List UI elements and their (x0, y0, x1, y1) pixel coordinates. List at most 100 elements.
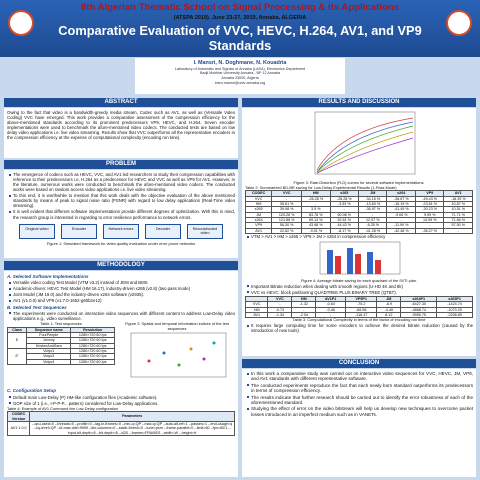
si-ti-plot (130, 332, 227, 378)
header-cell: Resolution (70, 326, 115, 333)
cell: --cpu-used=0 --threads=0 --profile=0 --l… (29, 420, 235, 437)
diagram-box: Encoder (61, 223, 97, 239)
table-row: Johnny 1280×720 60 fps (8, 337, 115, 344)
header-cell: JM (376, 295, 402, 303)
affiliations: Laboratory of Automatic and Signals of A… (135, 67, 345, 86)
subheading: A. Selected Software Implementations (7, 274, 89, 279)
header-cell: CODEC Version (6, 411, 31, 422)
table-row: x265 39.98 % 3.5 % - -36.97 % -41.49 % -30.23 … (244, 206, 473, 213)
curve (316, 131, 414, 174)
cell: 71.66 % (443, 217, 473, 224)
bullet: Versatile video coding Test Model (VTM v… (7, 280, 235, 285)
cell: -8.9 (376, 301, 402, 308)
header-band (0, 0, 480, 57)
point (147, 359, 151, 363)
table-row: E' Vidyo1 1280×720 60 fps (6, 347, 115, 366)
logo (8, 10, 34, 36)
bar (355, 254, 361, 275)
cell: 10.87 % (443, 200, 473, 208)
table-row: HM 35.61 % - -3.53 % -13.63 % -16.19 % -23.61 … (244, 200, 473, 208)
point (177, 363, 181, 367)
bullet-list: Versatile video coding Test Model (VTM v… (7, 280, 235, 303)
cell: 1280×720 60 fps (70, 342, 115, 350)
bullet: Default main Low-Delay (P) HM-like confi… (7, 395, 235, 400)
figure-caption: Figure 3: Rate-Distortion (R-D) curves f… (293, 180, 425, 186)
cell: -2208.89 (436, 312, 473, 319)
header-cell: Parameters (29, 411, 235, 422)
cell: x264 (244, 217, 273, 224)
figure-block: Figure 2: Spatial and temporal informati… (119, 321, 235, 387)
table-row: JM 120.28 % 83.78 % 60.08 % - -9.06 % 9.99 % 71… (244, 211, 473, 219)
cell: 22.82 % (271, 227, 303, 235)
point (162, 351, 166, 355)
table: CODEC VVC HM x265 JM x264 VP9 AV1 VVC - -26.28 % -2… (244, 190, 473, 235)
cell: VVC (244, 195, 273, 203)
table: Class Sequence name Resolution E FourPeople 1… (6, 326, 115, 366)
affiliation-line: imen.mansri@univ-annaba.org (214, 80, 266, 85)
cell: VVC (244, 301, 269, 308)
cell: 71.71 % (443, 211, 473, 219)
table-row: E FourPeople 1280×720 60 fps (6, 331, 115, 350)
cell: FourPeople (26, 331, 72, 339)
cell: Vidyo1 (26, 347, 72, 355)
table-row: KristenAndSara 1280×720 60 fps (8, 342, 115, 350)
author-names: I. Mansri, N. Doghmane, N. Kouadria (193, 60, 287, 66)
cell: -1424.74 (436, 301, 473, 308)
cell: -1070.25 (436, 306, 473, 314)
cell: 1280×720 60 fps (70, 331, 115, 339)
data-table: CODEC Version Parameters AV1 1.0.0 --cpu-us… (6, 411, 235, 437)
diagram: Original video Encoder Network errors Decod… (7, 223, 235, 239)
bullet: VVC vs HEVC: block partitioning QUADTREE… (245, 290, 473, 295)
data-table: CODEC VVC HM x265 JM x264 VP9 AV1 VVC - -26.28 % -2… (244, 190, 473, 235)
cell: 1280×720 60 fps (70, 337, 115, 344)
cell: -36.27 % (414, 227, 445, 235)
affiliation-line: Badji Mokhtar University Annaba - BP 12 … (199, 71, 281, 76)
cell: 10.51 % (443, 206, 473, 213)
bullet: The results indicate that further resear… (245, 395, 473, 406)
bullet: Important Bitrate reduction when dealing… (245, 284, 473, 289)
table-row: VP9 56.30 % 43.98 % 44.43 % -6.35 % -11.90 % -… (244, 222, 473, 229)
table-row: AV1 1.0.0 --cpu-used=0 --threads=0 --prof… (6, 420, 235, 437)
header-cell: VP9 (414, 190, 445, 197)
event-info: (ATSPA 2019). June 23-27, 2019, Annaba, … (173, 15, 307, 21)
cell: -49.43 % (414, 195, 445, 203)
bullet: In this work a comparative study was car… (245, 371, 473, 382)
table-row: AV1 22.82 % -9.01 % -8.17 % -41.28 % -42.48 %… (244, 227, 473, 235)
table-row: HM -0.73- -0.46 -66.98 -4.46 -4868.74 -1070.25 (244, 306, 473, 314)
cell: AV1 1.0.0 (6, 420, 31, 437)
cell: -116.47 (345, 312, 378, 319)
bullet: Joint Model (JM 19.0) and the industry-d… (7, 292, 235, 297)
bullet: AV1 (v1.0.0) and VP9 (v1.7.0-1652-g60b2e… (7, 298, 235, 303)
subheading: C. Configuration Setup (7, 388, 56, 394)
cell: 1280×720 60 fps (70, 347, 115, 355)
bar (327, 250, 333, 275)
section-heading: PROBLEM (4, 160, 238, 169)
cell: -42.48 % (386, 227, 416, 235)
cell: -4.46 (376, 306, 402, 314)
section-heading: METHODOLOGY (4, 261, 238, 270)
diagram-box: Decoder (145, 223, 181, 239)
bullet: Academic-driven: HEVC Test Model (HM 16.… (7, 286, 235, 291)
header-cell: AV1 (443, 190, 473, 197)
poster-title: Comparative Evaluation of VVC, HEVC, H.2… (58, 23, 422, 54)
data-table: VVC HM AV1P1 VP9P1 JM x264P1 x265P1 VVC - -1.32 -0… (244, 295, 473, 319)
cell: - (443, 227, 473, 235)
cell: -9.01 % (301, 227, 331, 235)
table-caption: Table 2: Summarized BD-BR saving for Low… (245, 184, 397, 190)
affiliation-line: Annaba 23000, Algeria (221, 76, 259, 80)
cell: -1.34 (267, 312, 293, 319)
point (202, 357, 206, 361)
cell: Johnny (26, 337, 72, 344)
cell: 13.99 % (414, 217, 445, 224)
cell: Vidyo3 (26, 353, 72, 360)
cell: 8.12 (376, 312, 402, 319)
table-row: VVC - -26.28 % -28.28 % -34.15 % -36.67 % -49.… (244, 195, 473, 203)
cell: 9.99 % (414, 211, 445, 219)
conclusion-box: In this work a comparative study was car… (242, 369, 476, 477)
cell: -75.2 (345, 301, 378, 308)
cell: -8.17 % (329, 227, 360, 235)
section-heading: ABSTRACT (4, 98, 238, 107)
table-row: Vidyo4 1280×720 60 fps (8, 358, 115, 366)
cell: AV1 (244, 312, 269, 319)
header-row: CODEC VVC HM x265 JM x264 VP9 AV1 (244, 190, 473, 197)
